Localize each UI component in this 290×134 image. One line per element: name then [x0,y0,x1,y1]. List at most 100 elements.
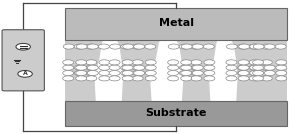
Circle shape [190,44,201,49]
Circle shape [264,65,275,70]
Circle shape [74,70,85,76]
Circle shape [74,65,85,70]
Circle shape [122,65,133,70]
Circle shape [253,44,264,49]
Circle shape [99,65,110,70]
Circle shape [238,65,249,70]
Polygon shape [151,28,183,100]
Circle shape [181,44,192,49]
Circle shape [276,60,287,65]
Polygon shape [95,28,122,100]
Text: Metal: Metal [159,18,194,27]
Circle shape [98,44,109,49]
Circle shape [99,70,110,76]
Circle shape [134,70,145,76]
Text: A: A [23,71,28,76]
Circle shape [132,44,143,49]
Circle shape [261,70,272,76]
Circle shape [121,44,132,49]
Circle shape [226,76,237,81]
Circle shape [192,44,203,49]
Circle shape [253,60,264,65]
Circle shape [16,43,30,50]
Circle shape [76,44,87,49]
Circle shape [168,76,179,81]
Circle shape [86,60,97,65]
Circle shape [145,44,156,49]
Circle shape [145,70,156,76]
Bar [65,8,287,40]
Circle shape [253,76,264,81]
Circle shape [74,44,85,49]
Circle shape [226,65,237,70]
Circle shape [63,60,74,65]
Circle shape [134,44,145,49]
Circle shape [226,70,237,76]
Circle shape [85,44,96,49]
Circle shape [250,44,261,49]
Circle shape [204,70,215,76]
Circle shape [76,60,87,65]
Circle shape [109,76,120,81]
Circle shape [132,70,143,76]
Circle shape [179,44,190,49]
Circle shape [179,70,190,76]
Circle shape [168,60,179,65]
Circle shape [122,70,133,76]
Circle shape [250,70,261,76]
Circle shape [63,65,74,70]
Circle shape [99,60,110,65]
Circle shape [63,70,74,76]
Circle shape [145,60,156,65]
Circle shape [191,70,202,76]
Circle shape [109,65,120,70]
Circle shape [192,65,203,70]
Circle shape [238,65,249,70]
Circle shape [63,44,74,49]
Circle shape [249,44,260,49]
Circle shape [109,60,120,65]
Circle shape [204,65,215,70]
Circle shape [86,65,97,70]
Circle shape [134,65,145,70]
Circle shape [181,76,192,81]
Circle shape [191,76,202,81]
Bar [65,40,287,100]
Circle shape [76,70,87,76]
Circle shape [168,65,179,70]
Circle shape [203,44,214,49]
Circle shape [122,60,133,65]
Circle shape [191,60,202,65]
Text: Substrate: Substrate [146,108,207,118]
Circle shape [249,60,260,65]
Circle shape [238,60,249,65]
Circle shape [87,65,98,70]
Circle shape [276,76,287,81]
Circle shape [122,76,133,81]
Circle shape [192,70,203,76]
Circle shape [261,60,272,65]
Circle shape [145,65,156,70]
Circle shape [238,70,249,76]
Circle shape [76,76,87,81]
Circle shape [253,65,264,70]
Circle shape [168,44,179,49]
Circle shape [181,70,192,76]
Circle shape [181,60,192,65]
Circle shape [87,70,98,76]
Circle shape [132,60,143,65]
Circle shape [239,44,250,49]
Circle shape [204,60,215,65]
Circle shape [76,65,87,70]
FancyBboxPatch shape [2,30,44,91]
Circle shape [238,70,249,76]
Circle shape [275,44,286,49]
Circle shape [121,65,132,70]
Circle shape [181,65,192,70]
Circle shape [276,65,287,70]
Circle shape [110,44,121,49]
Circle shape [249,76,260,81]
Circle shape [253,70,264,76]
Polygon shape [210,28,237,100]
Circle shape [121,70,132,76]
